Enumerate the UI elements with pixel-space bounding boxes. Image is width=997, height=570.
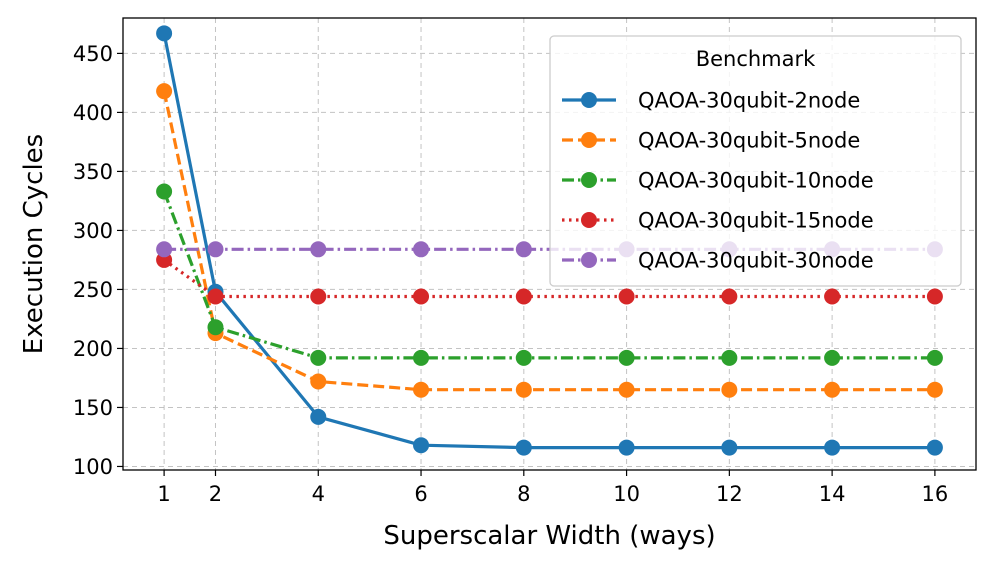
legend-item: QAOA-30qubit-30node <box>562 249 874 273</box>
data-point <box>926 288 943 305</box>
data-point <box>824 288 841 305</box>
data-point <box>515 381 532 398</box>
y-tick-label: 400 <box>73 101 113 125</box>
data-point <box>413 349 430 366</box>
series-4 <box>156 251 943 305</box>
x-tick-label: 16 <box>922 482 949 506</box>
legend-marker <box>581 172 597 188</box>
x-tick-label: 6 <box>414 482 427 506</box>
data-point <box>310 349 327 366</box>
data-point <box>207 241 224 258</box>
legend-items: QAOA-30qubit-2node QAOA-30qubit-5node QAOA… <box>562 89 874 273</box>
data-point <box>618 288 635 305</box>
legend-label: QAOA-30qubit-2node <box>638 89 860 113</box>
data-point <box>926 439 943 456</box>
legend-marker <box>581 132 597 148</box>
legend-marker <box>581 252 597 268</box>
series-3 <box>156 183 943 366</box>
data-point <box>310 241 327 258</box>
x-tick-label: 10 <box>613 482 640 506</box>
data-point <box>156 25 173 42</box>
data-point <box>515 349 532 366</box>
data-point <box>618 439 635 456</box>
legend-label: QAOA-30qubit-10node <box>638 169 874 193</box>
x-tick-label: 2 <box>209 482 222 506</box>
data-point <box>721 381 738 398</box>
data-point <box>824 381 841 398</box>
y-tick-label: 300 <box>73 219 113 243</box>
data-point <box>824 349 841 366</box>
legend-label: QAOA-30qubit-5node <box>638 129 860 153</box>
legend-marker <box>581 92 597 108</box>
data-point <box>721 349 738 366</box>
legend-box <box>549 35 962 287</box>
x-tick-label: 4 <box>312 482 325 506</box>
data-point <box>926 349 943 366</box>
data-point <box>618 381 635 398</box>
data-point <box>515 288 532 305</box>
data-point <box>721 439 738 456</box>
data-point <box>515 439 532 456</box>
legend-label: QAOA-30qubit-15node <box>638 209 874 233</box>
data-point <box>207 319 224 336</box>
y-tick-label: 450 <box>73 42 113 66</box>
data-point <box>310 373 327 390</box>
data-point <box>413 381 430 398</box>
data-point <box>413 437 430 454</box>
data-point <box>824 439 841 456</box>
data-point <box>156 183 173 200</box>
data-point <box>156 83 173 100</box>
data-point <box>618 349 635 366</box>
y-tick-label: 250 <box>73 278 113 302</box>
x-axis-title: Superscalar Width (ways) <box>383 521 715 551</box>
legend-marker <box>581 212 597 228</box>
x-tick-label: 1 <box>157 482 170 506</box>
data-point <box>926 381 943 398</box>
legend-item: QAOA-30qubit-2node <box>562 89 860 113</box>
series-2 <box>156 83 943 398</box>
legend: Benchmark QAOA-30qubit-2nodeQAOA-30qubit… <box>549 35 962 287</box>
data-point <box>310 288 327 305</box>
data-point <box>721 288 738 305</box>
data-point <box>413 288 430 305</box>
x-tick-label: 14 <box>819 482 846 506</box>
legend-item: QAOA-30qubit-15node <box>562 209 874 233</box>
legend-item: QAOA-30qubit-5node <box>562 129 860 153</box>
data-point <box>310 408 327 425</box>
legend-item: QAOA-30qubit-10node <box>562 169 874 193</box>
y-tick-label: 150 <box>73 396 113 420</box>
plot-frame <box>122 17 977 471</box>
y-axis-title: Execution Cycles <box>19 134 49 354</box>
data-point <box>207 288 224 305</box>
data-point <box>515 241 532 258</box>
legend-title: Benchmark <box>696 47 816 71</box>
y-tick-label: 350 <box>73 160 113 184</box>
y-tick-label: 100 <box>73 455 113 479</box>
y-tick-label: 200 <box>73 337 113 361</box>
x-tick-label: 12 <box>716 482 743 506</box>
legend-label: QAOA-30qubit-30node <box>638 249 874 273</box>
x-tick-label: 8 <box>517 482 530 506</box>
data-point <box>413 241 430 258</box>
data-point <box>156 241 173 258</box>
